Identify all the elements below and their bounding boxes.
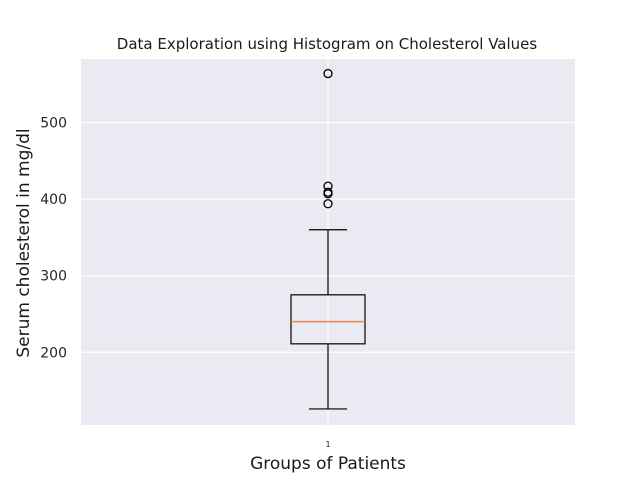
outlier-point-2: [323, 187, 333, 197]
y-tick-label-400: 400: [40, 192, 67, 208]
y-tick-label-200: 200: [40, 345, 67, 361]
outlier-point-4: [323, 68, 333, 79]
x-tick-label-1: 1: [325, 440, 330, 449]
y-axis-label: Serum cholesterol in mg/dl: [14, 128, 34, 357]
y-tick-label-300: 300: [40, 269, 67, 285]
box-iqr: [290, 294, 366, 345]
outlier-point-3: [323, 181, 333, 191]
y-tick-label-500: 500: [40, 116, 67, 132]
outlier-point-0: [323, 199, 333, 209]
x-axis-label: Groups of Patients: [250, 454, 406, 474]
chart-title: Data Exploration using Histogram on Chol…: [117, 35, 538, 53]
